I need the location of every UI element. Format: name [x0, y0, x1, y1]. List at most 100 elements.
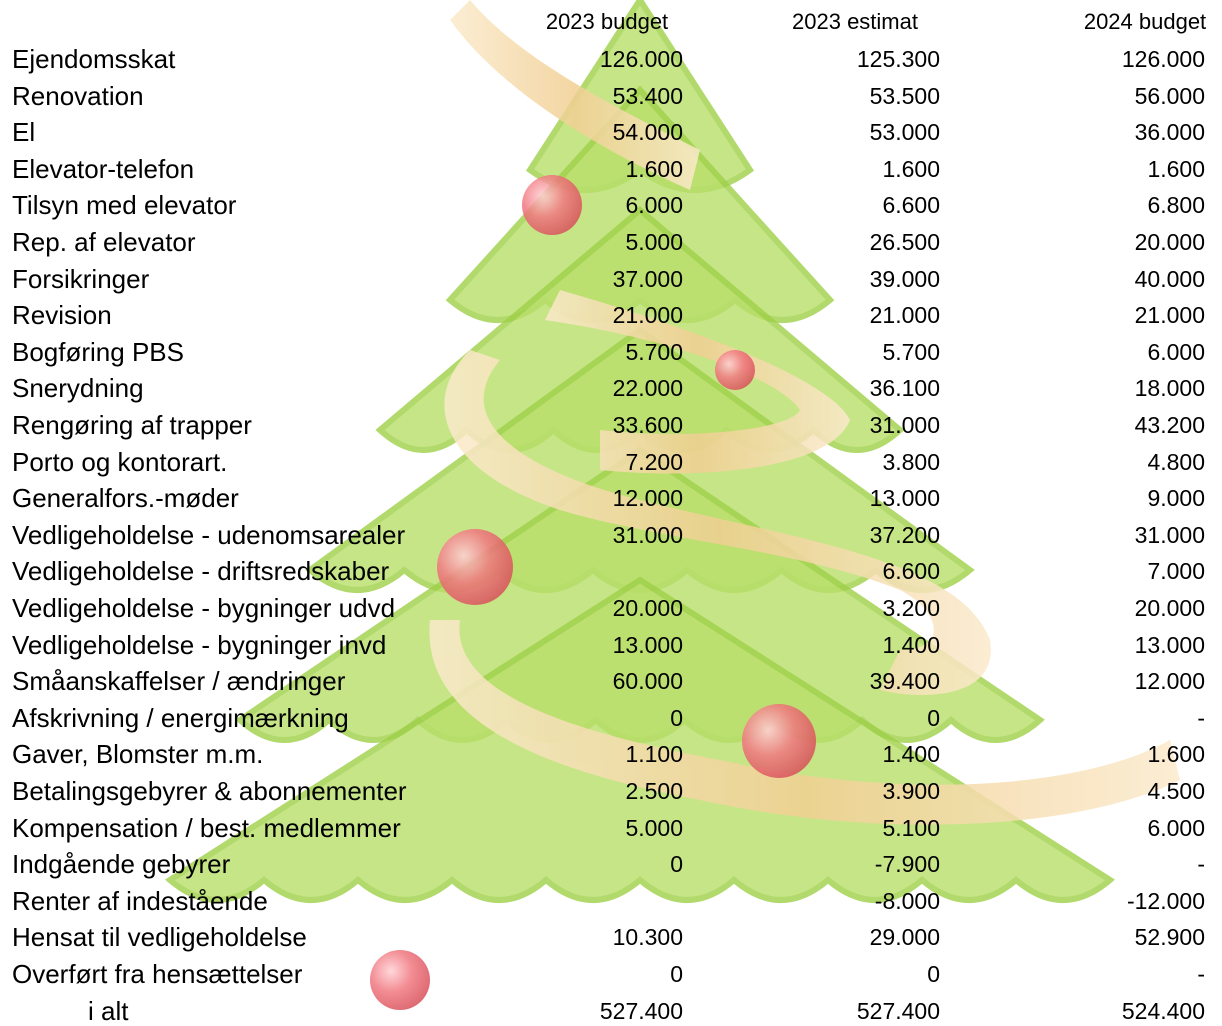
row-label: Revision — [12, 302, 112, 328]
cell-value: 12.000 — [483, 487, 683, 510]
cell-value: 0 — [483, 707, 683, 730]
row-label: Vedligeholdelse - driftsredskaber — [12, 558, 389, 584]
cell-value: 5.000 — [483, 231, 683, 254]
cell-value: 3.900 — [740, 780, 940, 803]
row-label: Indgående gebyrer — [12, 851, 230, 877]
cell-value: -12.000 — [1005, 890, 1205, 913]
cell-value: 21.000 — [1005, 304, 1205, 327]
cell-value: 21.000 — [740, 304, 940, 327]
cell-value: 37.000 — [483, 268, 683, 291]
cell-value: 39.400 — [740, 670, 940, 693]
cell-value: 43.200 — [1005, 414, 1205, 437]
row-label: Rengøring af trapper — [12, 412, 252, 438]
row-label: Snerydning — [12, 375, 144, 401]
cell-value: 37.200 — [740, 524, 940, 547]
cell-value: 10.300 — [483, 926, 683, 949]
row-label: Kompensation / best. medlemmer — [12, 815, 401, 841]
row-label: Vedligeholdelse - bygninger invd — [12, 632, 386, 658]
cell-value: 1.600 — [1005, 743, 1205, 766]
cell-value: 1.600 — [1005, 158, 1205, 181]
cell-value: -8.000 — [740, 890, 940, 913]
cell-value: 53.500 — [740, 85, 940, 108]
cell-value: 39.000 — [740, 268, 940, 291]
cell-value: 125.300 — [740, 48, 940, 71]
cell-value: 1.600 — [740, 158, 940, 181]
row-label: Generalfors.-møder — [12, 485, 239, 511]
cell-value: 126.000 — [483, 48, 683, 71]
row-label: Afskrivning / energimærkning — [12, 705, 349, 731]
cell-value: 18.000 — [1005, 377, 1205, 400]
cell-value: 20.000 — [1005, 231, 1205, 254]
row-label: El — [12, 119, 35, 145]
cell-value: 1.600 — [483, 158, 683, 181]
cell-value: 31.000 — [483, 524, 683, 547]
cell-value: 31.000 — [1005, 524, 1205, 547]
cell-value: 7.200 — [483, 451, 683, 474]
cell-value: 53.000 — [740, 121, 940, 144]
cell-value: 0 — [740, 707, 940, 730]
cell-value: 9.000 — [1005, 487, 1205, 510]
cell-value: 4.800 — [1005, 451, 1205, 474]
row-label: Gaver, Blomster m.m. — [12, 741, 263, 767]
row-label: Betalingsgebyrer & abonnementer — [12, 778, 407, 804]
cell-value: 3.800 — [740, 451, 940, 474]
row-label: Hensat til vedligeholdelse — [12, 924, 307, 950]
cell-value: 20.000 — [1005, 597, 1205, 620]
cell-value: 13.000 — [740, 487, 940, 510]
cell-value: 29.000 — [740, 926, 940, 949]
cell-value: 53.400 — [483, 85, 683, 108]
cell-value: 6.600 — [740, 560, 940, 583]
cell-value: 12.000 — [1005, 670, 1205, 693]
cell-value: 60.000 — [483, 670, 683, 693]
row-label: Elevator-telefon — [12, 156, 194, 182]
cell-value: 6.000 — [483, 194, 683, 217]
cell-value: 1.100 — [483, 743, 683, 766]
row-label: i alt — [88, 998, 128, 1024]
cell-value: - — [1005, 853, 1205, 876]
cell-value: 126.000 — [1005, 48, 1205, 71]
cell-value: 5.100 — [740, 817, 940, 840]
page: 2023 budget 2023 estimat 2024 budget Ejendo… — [0, 0, 1222, 1024]
cell-value: -7.900 — [740, 853, 940, 876]
row-label: Tilsyn med elevator — [12, 192, 236, 218]
cell-value: - — [1005, 707, 1205, 730]
row-label: Rep. af elevator — [12, 229, 196, 255]
cell-value: 0 — [483, 853, 683, 876]
cell-value: 52.900 — [1005, 926, 1205, 949]
cell-value: 5.700 — [740, 341, 940, 364]
cell-value: 524.400 — [1005, 1000, 1205, 1023]
cell-value: 31.000 — [740, 414, 940, 437]
cell-value: 40.000 — [1005, 268, 1205, 291]
cell-value: - — [1005, 963, 1205, 986]
row-label: Overført fra hensættelser — [12, 961, 302, 987]
budget-table: 2023 budget 2023 estimat 2024 budget Ejendo… — [0, 0, 1222, 1024]
row-label: Porto og kontorart. — [12, 449, 227, 475]
cell-value: 5.000 — [483, 817, 683, 840]
cell-value: 6.600 — [740, 194, 940, 217]
row-label: Renovation — [12, 83, 144, 109]
cell-value: 26.500 — [740, 231, 940, 254]
cell-value: 527.400 — [740, 1000, 940, 1023]
cell-value: 1.400 — [740, 743, 940, 766]
column-header: 2023 budget — [507, 11, 707, 33]
cell-value: 56.000 — [1005, 85, 1205, 108]
cell-value: 2.500 — [483, 780, 683, 803]
column-header: 2023 estimat — [755, 11, 955, 33]
row-label: Forsikringer — [12, 266, 149, 292]
cell-value: 36.100 — [740, 377, 940, 400]
row-label: Vedligeholdelse - bygninger udvd — [12, 595, 395, 621]
cell-value: 6.800 — [1005, 194, 1205, 217]
cell-value: 7.000 — [1005, 560, 1205, 583]
row-label: Småanskaffelser / ændringer — [12, 668, 345, 694]
row-label: Renter af indestående — [12, 888, 268, 914]
cell-value: 21.000 — [483, 304, 683, 327]
cell-value: 4.500 — [1005, 780, 1205, 803]
row-label: Vedligeholdelse - udenomsarealer — [12, 522, 405, 548]
cell-value: 527.400 — [483, 1000, 683, 1023]
cell-value: 3.200 — [740, 597, 940, 620]
row-label: Ejendomsskat — [12, 46, 175, 72]
row-label: Bogføring PBS — [12, 339, 184, 365]
cell-value: 36.000 — [1005, 121, 1205, 144]
cell-value: 13.000 — [1005, 634, 1205, 657]
column-header: 2024 budget — [1045, 11, 1222, 33]
